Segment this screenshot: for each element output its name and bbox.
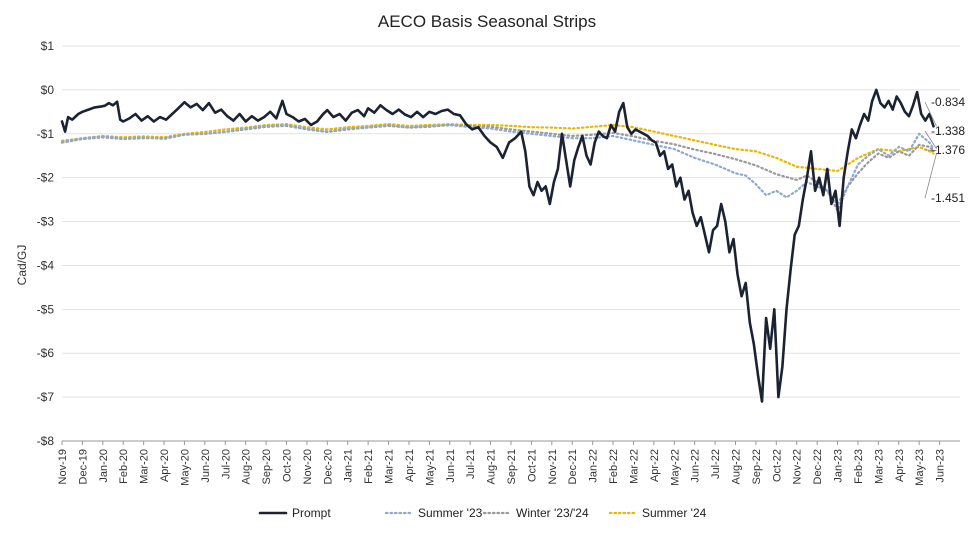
y-tick-label: -$7: [37, 390, 55, 404]
x-tick-label: Feb-20: [118, 449, 130, 484]
y-tick-label: -$3: [37, 215, 55, 229]
y-axis: $1 $0 -$1 -$2 -$3 -$4 -$5 -$6 -$7 -$8: [37, 39, 55, 448]
y-tick-label: $1: [41, 39, 55, 53]
x-tick-label: May-23: [914, 449, 926, 486]
x-tick-label: Apr-23: [894, 449, 906, 482]
y-tick-label: -$4: [37, 258, 55, 272]
x-tick-label: Sep-21: [506, 449, 518, 484]
x-tick-label: Feb-21: [363, 449, 375, 484]
x-tick-label: Dec-20: [322, 449, 334, 484]
x-tick-label: Oct-21: [526, 449, 538, 482]
x-tick-label: Feb-23: [853, 449, 865, 484]
end-label: -1.338: [931, 124, 965, 138]
series-lines: [62, 90, 934, 402]
x-tick-label: Aug-20: [241, 449, 253, 484]
x-axis: Nov-19 Dec-19 Jan-20 Feb-20 Mar-20 Apr-20 May-…: [57, 441, 947, 486]
end-label: -1.451: [931, 191, 965, 205]
x-tick-label: Oct-20: [282, 449, 294, 482]
end-label: -0.834: [931, 95, 965, 109]
x-tick-label: Sep-20: [261, 449, 273, 484]
legend-label: Summer '23: [418, 506, 483, 520]
legend-label: Prompt: [292, 506, 331, 520]
x-tick-label: Mar-22: [628, 449, 640, 484]
x-tick-label: Dec-19: [77, 449, 89, 484]
x-tick-label: Nov-21: [547, 449, 559, 484]
series-line-0: [62, 90, 934, 402]
x-tick-label: Nov-19: [57, 449, 69, 484]
chart-title: AECO Basis Seasonal Strips: [378, 12, 596, 31]
y-tick-label: -$8: [37, 434, 55, 448]
legend: Prompt Summer '23 Winter '23/'24 Summer '24: [260, 506, 707, 520]
end-labels: -0.834-1.338-1.376-1.451: [925, 95, 965, 205]
x-tick-label: Nov-20: [302, 449, 314, 484]
legend-label: Winter '23/'24: [516, 506, 589, 520]
x-tick-label: Jan-22: [588, 449, 600, 483]
x-tick-label: Apr-20: [159, 449, 171, 482]
x-tick-label: Feb-22: [608, 449, 620, 484]
x-tick-label: Apr-21: [404, 449, 416, 482]
x-tick-label: Jan-21: [343, 449, 355, 483]
x-tick-label: Jan-20: [98, 449, 110, 483]
y-tick-label: -$6: [37, 346, 55, 360]
x-tick-label: May-20: [179, 449, 191, 486]
x-tick-label: Sep-22: [751, 449, 763, 484]
x-tick-label: Jul-21: [465, 449, 477, 479]
x-tick-label: Jun-20: [200, 449, 212, 483]
y-tick-label: -$1: [37, 127, 55, 141]
y-tick-label: $0: [41, 83, 55, 97]
x-tick-label: Mar-20: [139, 449, 151, 484]
x-tick-label: Aug-21: [486, 449, 498, 484]
x-tick-label: Oct-22: [771, 449, 783, 482]
x-tick-label: Aug-22: [731, 449, 743, 484]
x-tick-label: Jun-23: [935, 449, 947, 483]
x-tick-label: Dec-22: [812, 449, 824, 484]
series-line-1: [62, 125, 934, 204]
x-tick-label: May-22: [669, 449, 681, 486]
x-tick-label: Jul-20: [220, 449, 232, 479]
legend-label: Summer '24: [642, 506, 707, 520]
x-tick-label: Nov-22: [792, 449, 804, 484]
x-tick-label: May-21: [424, 449, 436, 486]
x-tick-label: Mar-23: [873, 449, 885, 484]
y-axis-label: Cad/GJ: [15, 245, 29, 286]
x-tick-label: Jun-22: [690, 449, 702, 483]
x-tick-label: Jul-22: [710, 449, 722, 479]
x-tick-label: Dec-21: [567, 449, 579, 484]
x-tick-label: Jun-21: [445, 449, 457, 483]
x-tick-label: Mar-21: [384, 449, 396, 484]
y-tick-label: -$2: [37, 171, 55, 185]
x-tick-label: Apr-22: [649, 449, 661, 482]
y-tick-label: -$5: [37, 302, 55, 316]
x-tick-label: Jan-23: [833, 449, 845, 483]
